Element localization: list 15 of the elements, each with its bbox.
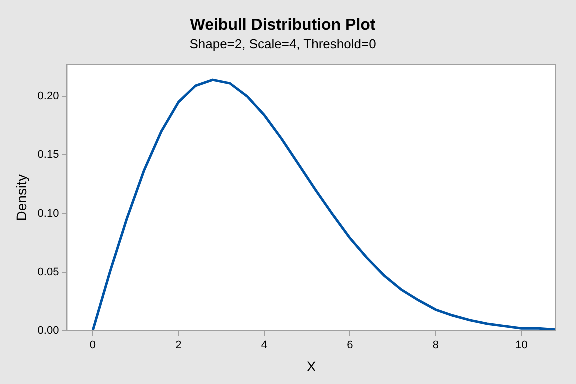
x-tick-label: 10 [516,340,528,352]
x-tick-label: 4 [261,340,268,352]
y-tick-label: 0.10 [38,208,60,220]
y-tick-label: 0.15 [38,149,60,162]
x-tick-label: 2 [176,340,182,352]
x-tick-label: 6 [347,340,354,352]
x-tick-label: 8 [432,340,440,352]
x-tick-label: 0 [90,340,96,352]
y-tick-label: 0.05 [38,266,60,278]
y-tick-label: 0.00 [38,325,60,338]
chart-title: Weibull Distribution Plot [190,17,376,34]
x-axis-title: X [306,358,317,374]
y-tick-label: 0.20 [38,90,60,102]
y-axis-title: Density [13,174,30,222]
chart-subtitle: Shape=2, Scale=4, Threshold=0 [190,36,376,52]
